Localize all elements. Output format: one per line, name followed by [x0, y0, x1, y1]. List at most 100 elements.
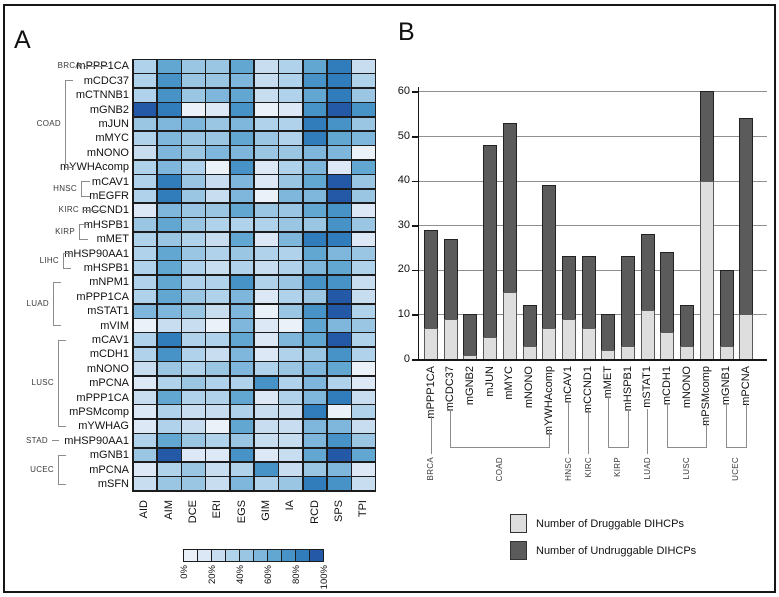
bar-druggable-segment: [699, 180, 714, 359]
heatmap-cell: [157, 88, 181, 102]
heatmap-row-label: mNONO: [86, 146, 129, 159]
heatmap-group-label: UCEC: [30, 464, 54, 474]
heatmap-group-label: STAD: [26, 435, 48, 445]
heatmap-cell: [279, 203, 303, 217]
heatmap-cell: [254, 261, 278, 275]
gridline: [419, 136, 767, 137]
heatmap-cell: [279, 448, 303, 462]
heatmap-cell: [157, 131, 181, 145]
heatmap-cell: [182, 131, 205, 145]
heatmap-cell: [133, 333, 157, 347]
heatmap-cell: [352, 290, 375, 304]
heatmap-cell: [303, 434, 327, 448]
heatmap-cell: [182, 189, 205, 203]
group-connector-line: [85, 65, 108, 67]
heatmap-cell: [206, 390, 230, 404]
heatmap-cell: [182, 160, 205, 174]
heatmap-cell: [279, 462, 303, 476]
bar-druggable-segment: [601, 350, 616, 359]
heatmap-row-label: mHSP90AA1: [64, 247, 129, 260]
heatmap-cell: [303, 319, 327, 332]
colorbar-segment: [184, 550, 197, 561]
heatmap-cell: [182, 88, 205, 102]
bar-druggable-segment: [463, 354, 478, 359]
heatmap-cell: [157, 405, 181, 419]
heatmap-cell: [157, 160, 181, 174]
heatmap-cell: [352, 448, 375, 462]
heatmap-cell: [254, 218, 278, 232]
heatmap-cell: [352, 203, 375, 217]
heatmap-cell: [182, 175, 205, 189]
colorbar-segment: [226, 550, 239, 561]
colorbar-segment: [240, 550, 253, 561]
group-bracket-tick: [65, 80, 73, 82]
heatmap-cell: [279, 304, 303, 318]
heatmap-cell: [303, 333, 327, 347]
heatmap-cell: [157, 189, 181, 203]
heatmap-row-label: mVIM: [100, 319, 129, 332]
heatmap-cell: [157, 232, 181, 246]
y-tick-label: 20: [397, 263, 410, 276]
heatmap-row-label: mSFN: [97, 478, 129, 491]
heatmap-cell: [230, 203, 254, 217]
heatmap-cell: [182, 347, 205, 361]
heatmap-cell: [230, 146, 254, 160]
druggable-swatch: [510, 514, 527, 533]
colorbar-segment: [198, 550, 211, 561]
heatmap-cell: [279, 362, 303, 376]
heatmap-row-label: mPPP1CA: [76, 290, 129, 303]
y-tick-mark: [412, 314, 418, 316]
bar-group-label: LUAD: [642, 457, 652, 480]
heatmap-cell: [352, 117, 375, 131]
bar-druggable-segment: [443, 318, 458, 359]
heatmap-cell: [279, 74, 303, 88]
heatmap-group-label: KIRC: [58, 205, 79, 215]
heatmap-cell: [133, 189, 157, 203]
y-axis-line: [417, 87, 419, 361]
heatmap-cell: [133, 261, 157, 275]
bar-group-label: BRCA: [426, 457, 435, 481]
bar-undruggable-segment: [621, 256, 635, 346]
heatmap-group-label: COAD: [36, 119, 61, 129]
bar-bracket-horizontal: [666, 447, 708, 448]
heatmap-cell: [182, 261, 205, 275]
heatmap-cell: [279, 347, 303, 361]
heatmap-cell: [327, 347, 351, 361]
heatmap-cell: [327, 247, 351, 260]
heatmap-cell: [206, 333, 230, 347]
heatmap-cell: [133, 319, 157, 332]
heatmap-cell: [303, 419, 327, 433]
heatmap-cell: [327, 88, 351, 102]
heatmap-cell: [327, 189, 351, 203]
heatmap-group-label: LUAD: [26, 299, 49, 309]
group-bracket-tick: [58, 454, 66, 456]
heatmap-cell: [182, 448, 205, 462]
group-bracket-vertical: [81, 181, 82, 197]
heatmap-cell: [327, 362, 351, 376]
colorbar-segment: [254, 550, 267, 561]
heatmap-cell: [157, 448, 181, 462]
heatmap-cell: [206, 60, 230, 73]
heatmap-cell: [279, 218, 303, 232]
heatmap-cell: [133, 362, 157, 376]
heatmap-cell: [206, 261, 230, 275]
y-tick-mark: [412, 91, 418, 93]
heatmap-cell: [254, 448, 278, 462]
heatmap-cell: [303, 275, 327, 289]
heatmap-cell: [182, 304, 205, 318]
gridline: [419, 225, 767, 227]
heatmap-cell: [303, 304, 327, 318]
colorbar-tick-label: 40%: [234, 565, 246, 585]
heatmap-cell: [303, 290, 327, 304]
heatmap-cell: [254, 275, 278, 289]
heatmap-cell: [279, 376, 303, 390]
heatmap-cell: [327, 160, 351, 174]
heatmap-cell: [206, 434, 230, 448]
heatmap-cell: [303, 203, 327, 217]
heatmap-row-label: mGNB1: [89, 449, 129, 462]
heatmap-cell: [133, 218, 157, 232]
heatmap-cell: [133, 232, 157, 246]
heatmap-cell: [133, 434, 157, 448]
group-bracket-vertical: [65, 80, 66, 168]
heatmap-cell: [254, 390, 278, 404]
